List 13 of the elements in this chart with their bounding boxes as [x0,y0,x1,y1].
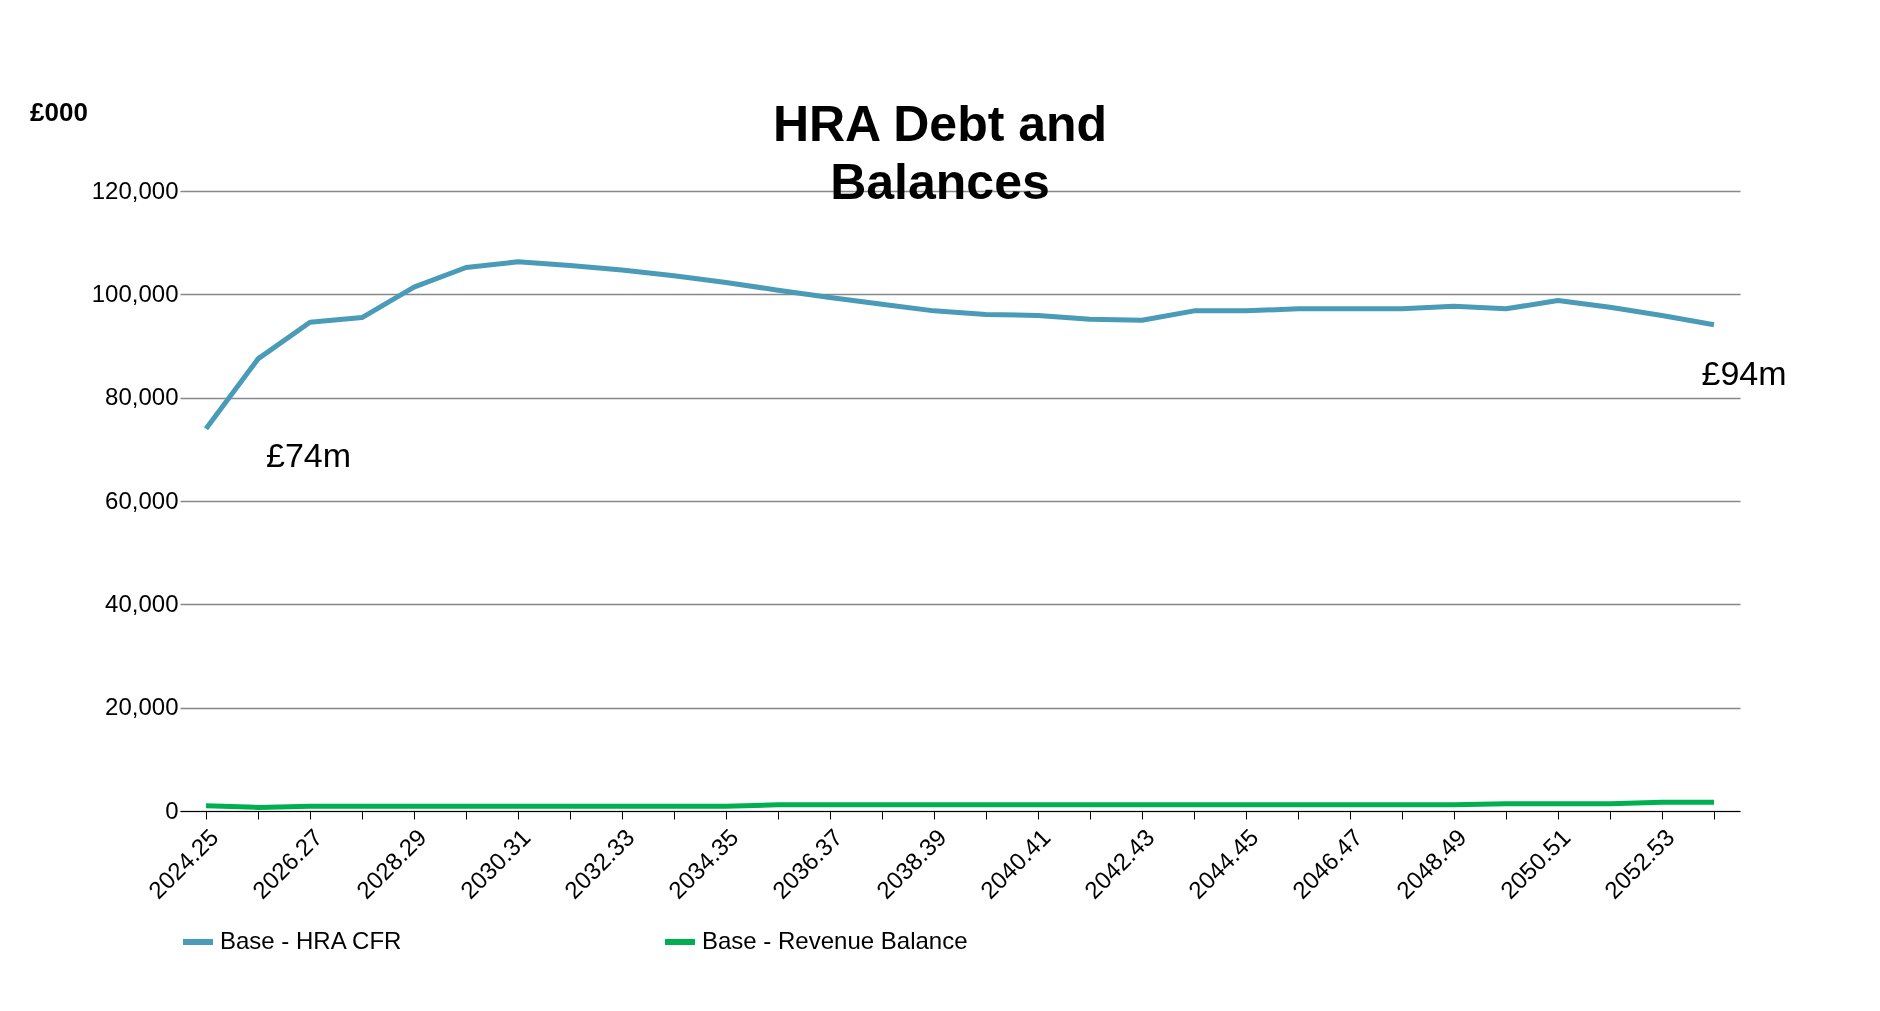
y-tick-label: 100,000 [91,279,179,307]
legend-label: Base - Revenue Balance [702,927,968,954]
y-tick-label: 40,000 [105,589,179,617]
chart-title: HRA Debt and Balances [772,96,1108,210]
y-tick-label: 0 [165,796,179,824]
y-tick-label: 60,000 [105,486,179,514]
y-axis-title: £000 [30,97,88,127]
annotation: £74m [266,435,352,474]
y-tick-label: 80,000 [105,383,179,411]
annotation: £94m [1701,353,1787,392]
legend-label: Base - HRA CFR [220,927,402,954]
y-tick-label: 120,000 [91,176,179,204]
y-tick-label: 20,000 [105,693,179,721]
